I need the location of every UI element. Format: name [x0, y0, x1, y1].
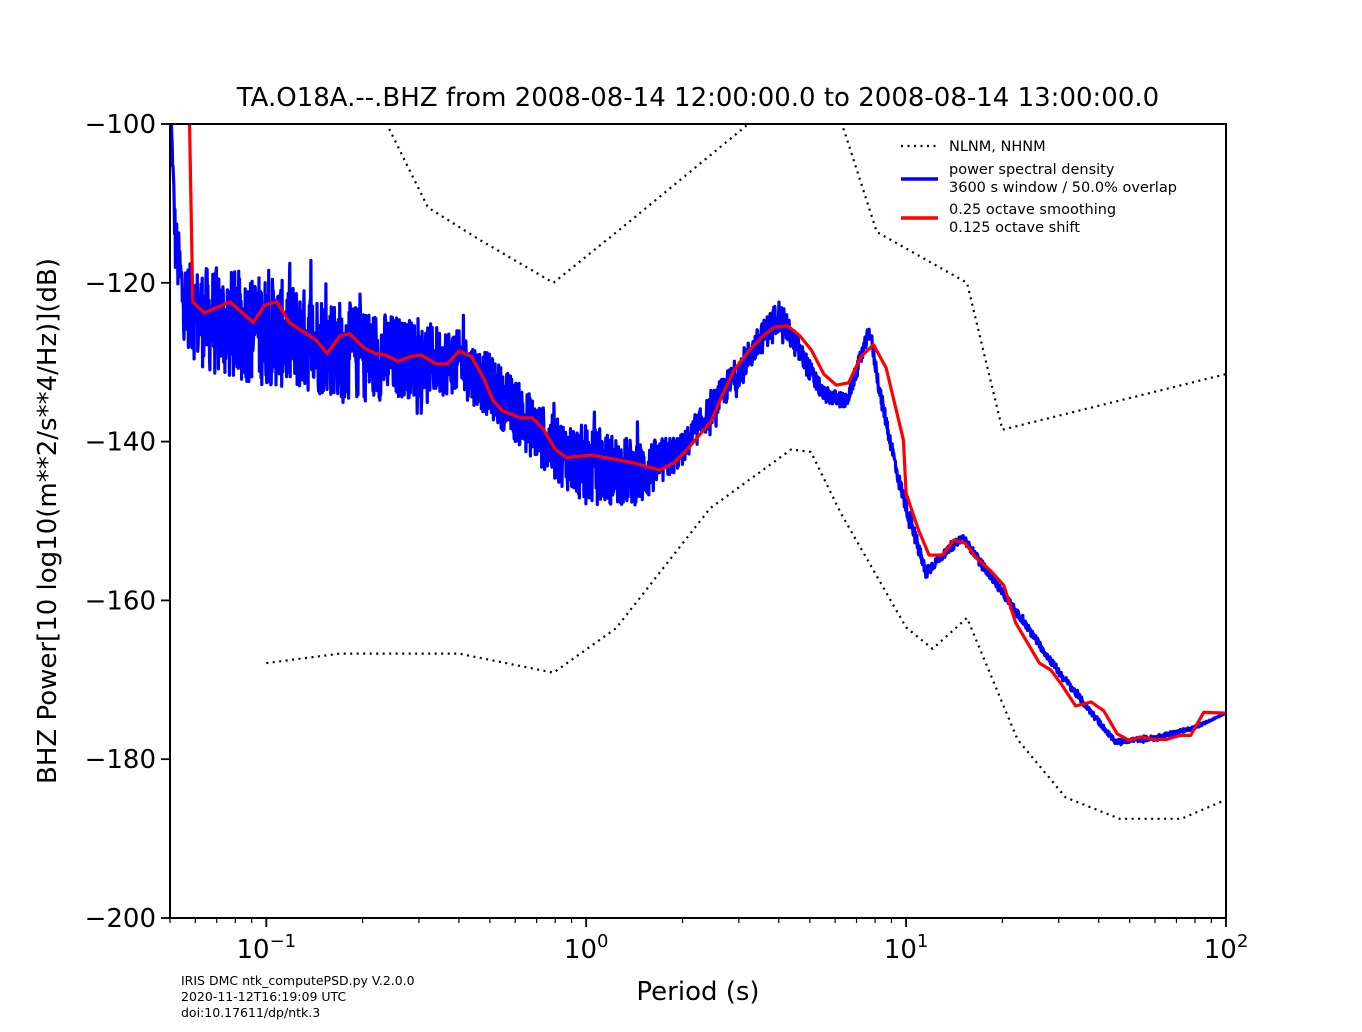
y-tick-label: −100 — [85, 110, 156, 140]
y-tick-label: −120 — [85, 269, 156, 299]
x-tick-label: 10−1 — [236, 931, 296, 965]
x-tick-label: 102 — [1204, 931, 1249, 965]
footer-credits: IRIS DMC ntk_computePSD.py V.2.0.0 2020-… — [181, 973, 415, 1020]
series-line-nhnm — [385, 124, 1226, 431]
legend-label-smoothing-line1: 0.25 octave smoothing — [949, 202, 1116, 218]
y-tick-label: −200 — [85, 904, 156, 934]
plot-frame — [169, 123, 1227, 919]
y-axis-label: BHZ Power[10 log10(m**2/s**4/Hz)](dB) — [33, 258, 63, 784]
x-tick-label: 101 — [884, 931, 929, 965]
x-tick-label: 100 — [564, 931, 609, 965]
x-axis-label: Period (s) — [636, 977, 759, 1007]
footer-line-software: IRIS DMC ntk_computePSD.py V.2.0.0 — [181, 973, 415, 988]
series-line-nlnm — [266, 448, 1226, 820]
footer-line-doi: doi:10.17611/dp/ntk.3 — [181, 1005, 320, 1020]
chart-title: TA.O18A.--.BHZ from 2008-08-14 12:00:00.… — [236, 83, 1159, 113]
x-axis: 10−1 100 101 102 — [169, 918, 1249, 965]
y-tick-label: −180 — [85, 745, 156, 775]
legend-label-noise-models: NLNM, NHNM — [949, 139, 1046, 155]
legend-label-psd-line2: 3600 s window / 50.0% overlap — [949, 180, 1177, 196]
y-axis: −100 −120 −140 −160 −180 −200 — [85, 110, 170, 934]
series-line-0-25-octave-smoothing-0-125-octave-shift — [187, 124, 1226, 742]
y-tick-label: −140 — [85, 428, 156, 458]
series-layer — [170, 124, 1226, 820]
legend-label-psd-line1: power spectral density — [949, 162, 1115, 178]
y-tick-label: −160 — [85, 586, 156, 616]
footer-line-timestamp: 2020-11-12T16:19:09 UTC — [181, 989, 346, 1004]
legend-label-smoothing-line2: 0.125 octave shift — [949, 220, 1080, 236]
legend: NLNM, NHNM power spectral density 3600 s… — [901, 139, 1177, 236]
series-line-power-spectral-density-3600-s-window-50-0-overlap — [170, 124, 1226, 747]
